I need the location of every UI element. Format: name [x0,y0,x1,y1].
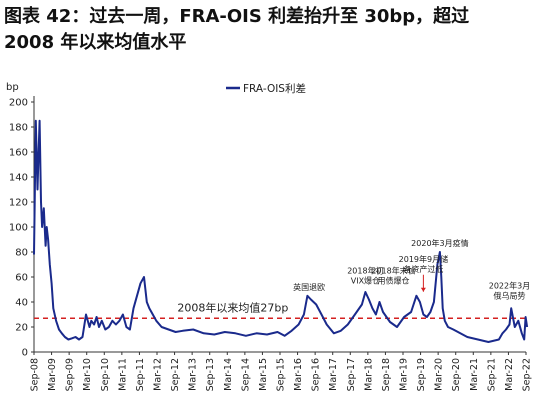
x-tick-label: Mar-12 [153,358,164,391]
annotation-text: 2020年3月疫情 [411,238,468,248]
x-tick-label: Sep-19 [416,358,427,391]
x-tick-label: Mar-18 [363,358,374,391]
y-tick-label: 0 [22,348,28,359]
x-tick-label: Sep-20 [451,358,462,391]
x-tick-label: Sep-11 [135,358,146,391]
y-tick-label: 200 [9,98,28,109]
x-tick-label: Sep-14 [240,358,251,391]
series-line [33,119,529,343]
x-tick-label: Mar-20 [434,358,445,391]
x-tick-label: Sep-17 [346,358,357,391]
annotation-text: 2018年初 [347,266,383,276]
x-tick-label: Sep-13 [205,358,216,391]
annotation-text: 2022年3月 [489,281,530,291]
x-tick-label: Sep-08 [30,358,41,391]
x-tick-label: Mar-14 [223,358,234,391]
line-chart: bp 0 20 40 60 80 100 120 140 160 180 200 Sep-08 Mar-0… [6,82,533,391]
x-tick-label: Mar-13 [188,358,199,391]
y-tick-label: 120 [9,198,28,209]
x-tick-label: Sep-10 [100,358,111,391]
y-tick-label: 100 [9,223,28,234]
annotation-text: 俄乌局势 [493,291,525,301]
y-tick-label: 80 [15,248,28,259]
y-tick-label: 160 [9,148,28,159]
x-tick-label: Sep-09 [65,358,76,391]
y-tick-label: 40 [15,298,28,309]
annotation-text: 2018年末信 [371,266,415,276]
x-tick-label: Sep-21 [486,358,497,391]
y-tick-label: 60 [15,273,28,284]
y-tick-label: 20 [15,323,28,334]
x-tick-label: Sep-15 [276,358,287,391]
x-tick-label: Mar-11 [117,358,128,391]
title-line-2: 2008 年以来均值水平 [4,32,187,53]
annotation-arrowhead [420,287,426,292]
legend-label: FRA-OIS利差 [243,82,306,95]
mean-reference-label: 2008年以来均值27bp [177,300,288,314]
x-tick-label: Mar-09 [47,358,58,391]
chart-title: 图表 42：过去一周，FRA-OIS 利差抬升至 30bp，超过 2008 年以… [4,4,534,56]
title-line-1: 图表 42：过去一周，FRA-OIS 利差抬升至 30bp，超过 [4,6,470,27]
annotation-text: 备资产过低 [403,264,443,274]
x-tick-label: Sep-12 [170,358,181,391]
x-tick-label: Mar-10 [82,358,93,391]
x-tick-label: Mar-19 [399,358,410,391]
annotation-text: 英国退欧 [293,282,325,292]
annotation-text: 用债爆仓 [378,276,410,286]
y-axis-label: bp [6,82,19,93]
x-tick-label: Sep-16 [311,358,322,391]
x-tick-label: Mar-17 [328,358,339,391]
x-tick-label: Mar-16 [293,358,304,391]
x-tick-label: Mar-15 [258,358,269,391]
x-tick-label: Mar-21 [469,358,480,391]
x-tick-label: Sep-22 [522,358,533,391]
annotation-text: VIX爆仓 [351,276,380,286]
x-tick-label: Sep-18 [381,358,392,391]
y-tick-label: 140 [9,173,28,184]
annotation-text: 2019年9月储 [399,254,448,264]
x-tick-label: Mar-22 [504,358,515,391]
y-tick-label: 180 [9,123,28,134]
